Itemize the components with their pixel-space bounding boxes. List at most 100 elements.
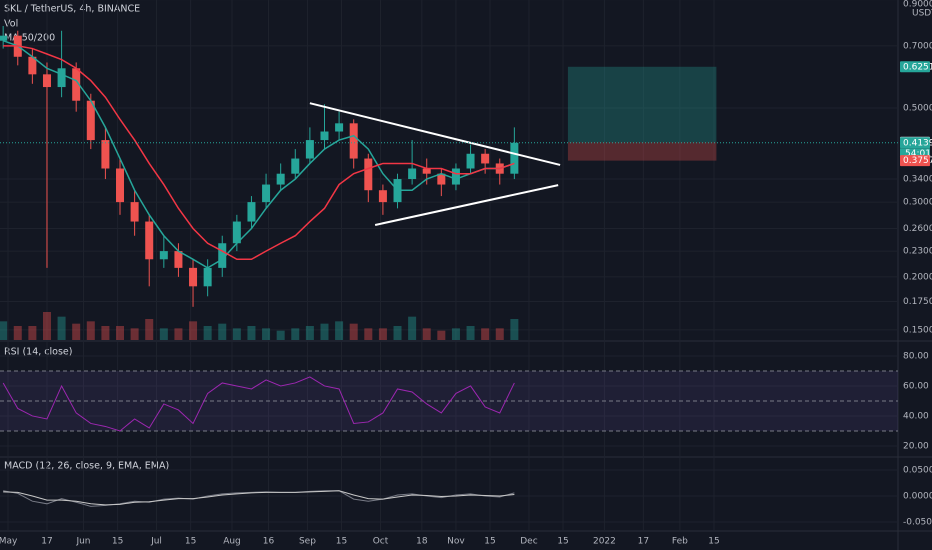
x-tick-label: 15 xyxy=(557,537,568,547)
candle-body xyxy=(437,173,446,185)
candle-body xyxy=(291,158,300,174)
volume-bar xyxy=(203,326,212,340)
currency-label: USDT xyxy=(912,9,932,19)
target-price-label-box xyxy=(900,61,930,73)
target-price-label: 0.6251 xyxy=(903,62,932,72)
countdown-label: 54:01 xyxy=(905,149,931,159)
volume-label: Vol xyxy=(4,19,18,30)
candle-body xyxy=(247,202,256,222)
y-tick-label: 0.3400 xyxy=(903,175,932,185)
candle-body xyxy=(481,153,490,164)
position-stop-zone xyxy=(567,142,717,161)
volume-bar xyxy=(320,323,329,340)
volume-bar xyxy=(378,328,387,340)
x-tick-label: Sep xyxy=(299,537,316,547)
candle-body xyxy=(320,131,329,141)
volume-bar xyxy=(28,326,37,340)
volume-bar xyxy=(305,326,314,340)
volume-bar xyxy=(42,312,51,340)
y-tick-label: 0.1750 xyxy=(903,297,932,307)
candle-body xyxy=(130,202,139,222)
candle-body xyxy=(145,221,154,260)
x-tick-label: 15 xyxy=(484,537,495,547)
candle-body xyxy=(262,184,271,203)
indicator-line xyxy=(3,490,515,507)
candle-body xyxy=(0,35,8,41)
stop-price-label-box xyxy=(900,155,930,167)
ma-label: MA 50/200 xyxy=(4,33,55,44)
volume-bar xyxy=(57,316,66,340)
x-tick-label: May xyxy=(0,537,18,547)
symbol-title: SKL / TetherUS, 4h, BINANCE xyxy=(4,4,140,15)
x-tick-label: 17 xyxy=(41,537,52,547)
x-tick-label: 15 xyxy=(112,537,123,547)
volume-bar xyxy=(159,328,168,340)
volume-bar xyxy=(393,326,402,340)
x-tick-label: Feb xyxy=(672,537,688,547)
x-tick-label: 15 xyxy=(185,537,196,547)
candle-body xyxy=(378,190,387,203)
candle-body xyxy=(349,123,358,159)
y-tick-label: 0.9000 xyxy=(903,0,932,10)
candle-body xyxy=(189,267,198,287)
volume-bar xyxy=(13,326,22,340)
y-tick-label: 0.2300 xyxy=(903,247,932,257)
y-tick-label: 0.7000 xyxy=(903,41,932,51)
candle-body xyxy=(232,221,241,244)
volume-bar xyxy=(335,321,344,340)
candle-body xyxy=(203,267,212,287)
x-tick-label: Oct xyxy=(373,537,389,547)
x-tick-label: 15 xyxy=(336,537,347,547)
x-tick-label: Nov xyxy=(447,537,465,547)
volume-bar xyxy=(174,328,183,340)
indicator-line xyxy=(3,490,515,506)
volume-bar xyxy=(86,321,95,340)
volume-bar xyxy=(0,321,8,340)
x-tick-label: 18 xyxy=(416,537,428,547)
stop-price-label: 0.3757 xyxy=(903,156,932,166)
volume-bar xyxy=(437,330,446,340)
candle-body xyxy=(218,243,227,268)
volume-bar xyxy=(349,323,358,340)
candle-body xyxy=(276,173,285,185)
volume-bar xyxy=(130,328,139,340)
x-tick-label: Aug xyxy=(223,537,241,547)
y-tick-label: 60.00 xyxy=(903,381,929,391)
trendline xyxy=(309,102,561,166)
volume-bar xyxy=(364,328,373,340)
y-tick-label: 0.0500 xyxy=(903,466,932,476)
y-tick-label: 40.00 xyxy=(903,411,929,421)
volume-bar xyxy=(72,323,81,340)
macd-title: MACD (12, 26, close, 9, EMA, EMA) xyxy=(4,461,169,472)
moving-average xyxy=(3,45,515,261)
volume-bar xyxy=(116,326,125,340)
y-tick-label: 0.2600 xyxy=(903,224,932,234)
volume-bar xyxy=(232,328,241,340)
volume-bar xyxy=(466,326,475,340)
x-tick-label: Dec xyxy=(520,537,537,547)
volume-bar xyxy=(145,319,154,340)
position-target-zone xyxy=(567,66,717,143)
rsi-title: RSI (14, close) xyxy=(4,347,72,358)
candle-body xyxy=(159,251,168,260)
y-tick-label: 0.2000 xyxy=(903,272,932,282)
volume-bar xyxy=(451,328,460,340)
volume-bar xyxy=(247,326,256,340)
candle-body xyxy=(408,168,417,180)
x-tick-label: 2022 xyxy=(593,537,616,547)
candle-body xyxy=(466,153,475,169)
volume-bar xyxy=(422,328,431,340)
candle-body xyxy=(305,140,314,159)
y-tick-label: 0.5000 xyxy=(903,103,932,113)
x-tick-label: 15 xyxy=(708,537,719,547)
volume-bar xyxy=(510,319,519,340)
y-tick-label: 0.3000 xyxy=(903,198,932,208)
indicator-line xyxy=(2,376,515,432)
candle-body xyxy=(72,68,81,101)
x-tick-label: Jun xyxy=(75,537,90,547)
volume-bar xyxy=(101,326,110,340)
candle-body xyxy=(422,168,431,174)
candle-body xyxy=(174,251,183,268)
